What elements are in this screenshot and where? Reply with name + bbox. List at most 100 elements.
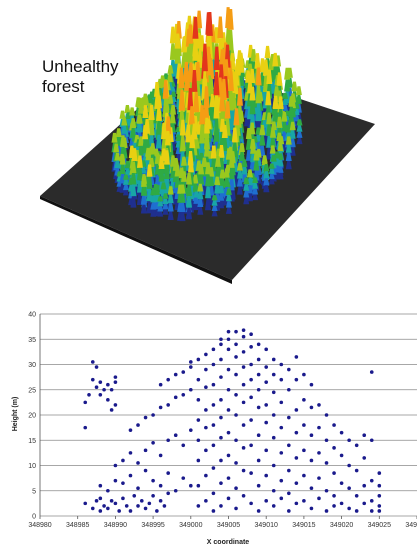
surface-spike [206,11,213,36]
surface-spike [217,16,224,39]
data-point [204,408,208,412]
data-point [271,372,276,377]
data-point [249,418,253,422]
data-point [279,451,284,455]
data-point [241,382,246,387]
data-point [287,509,291,513]
surface-spike [122,174,129,180]
data-point [106,488,110,493]
surface-spike [163,150,170,165]
surface-spike [193,191,200,198]
surface-spike [225,201,232,208]
data-point [362,433,367,437]
data-point [332,471,336,475]
surface-spike [197,207,204,215]
surface-spike [261,157,268,166]
data-point [219,435,223,440]
y-tick-label: 25 [28,387,36,394]
surface-spike [211,200,218,206]
surface-spike [250,49,257,62]
data-point [136,461,140,465]
surface-spike [228,156,235,168]
data-point [377,494,382,498]
data-point [369,478,374,483]
surface-spike [155,134,162,149]
surface-spike [140,195,147,205]
data-point [369,509,374,513]
x-tick-label: 348985 [66,522,89,529]
surface-spike [285,136,292,145]
data-point [317,476,321,480]
surface-spike [295,86,302,96]
data-point [219,458,223,463]
data-point [162,504,167,508]
x-tick-label: 348995 [141,522,164,529]
surface-spike [197,199,204,208]
x-axis-title: X coordinate [207,539,250,546]
surface-spike [254,53,261,69]
data-point [211,362,216,367]
surface-spike [219,169,226,179]
surface-spike [225,194,232,202]
x-tick-label: 348980 [28,522,51,529]
data-point [181,476,186,480]
data-point [98,483,103,488]
data-point [279,496,284,501]
surface-spike [160,182,167,190]
y-tick-label: 30 [28,362,36,369]
surface-spike [119,135,126,147]
surface-spike [221,124,228,138]
surface-spike [191,69,198,92]
surface-spike [296,137,303,145]
surface-spike [289,138,296,148]
surface-spike [245,127,252,139]
surface-spike [142,105,149,119]
data-point [249,395,253,400]
surface-spike [214,156,221,167]
surface-spike [157,196,164,202]
data-point [204,473,208,478]
surface-spike [130,118,137,128]
data-point [83,425,88,430]
scatter-chart-panel: X coordinate Height (m) 0 5 10 15 20 25 30 35 40… [0,300,417,550]
data-point [264,499,269,503]
surface-spike [140,166,147,174]
surface-spike [243,177,250,185]
data-point [271,463,276,468]
surface-spike [162,209,169,215]
data-point [256,372,261,377]
data-point [234,342,238,347]
surface-ground-edge [40,196,232,284]
surface-spike [167,65,174,74]
grid-lines [39,313,417,519]
data-point [302,398,306,402]
surface-spike [262,59,269,76]
data-point [264,347,269,352]
data-point [317,451,321,455]
surface-spike [162,204,169,210]
data-point [287,367,291,372]
data-point [226,408,231,412]
surface-spike [270,121,277,131]
surface-spike [186,184,193,197]
surface-spike [246,185,253,194]
surface-spike [203,146,210,157]
data-point [256,357,261,362]
data-point [234,438,238,443]
surface-spike [122,179,129,185]
data-point [234,393,238,397]
surface-spike [291,81,298,92]
data-point [332,494,336,498]
surface-spike [119,164,126,175]
surface-spike [213,71,220,96]
surface-spike [243,184,250,191]
surface-spike [185,128,192,143]
data-point [264,380,269,384]
surface-spike [296,131,303,138]
data-point [158,499,163,503]
data-point [332,504,336,508]
surface-spike [201,157,208,167]
data-point [83,501,88,506]
data-point [83,400,88,405]
data-point [196,357,201,362]
